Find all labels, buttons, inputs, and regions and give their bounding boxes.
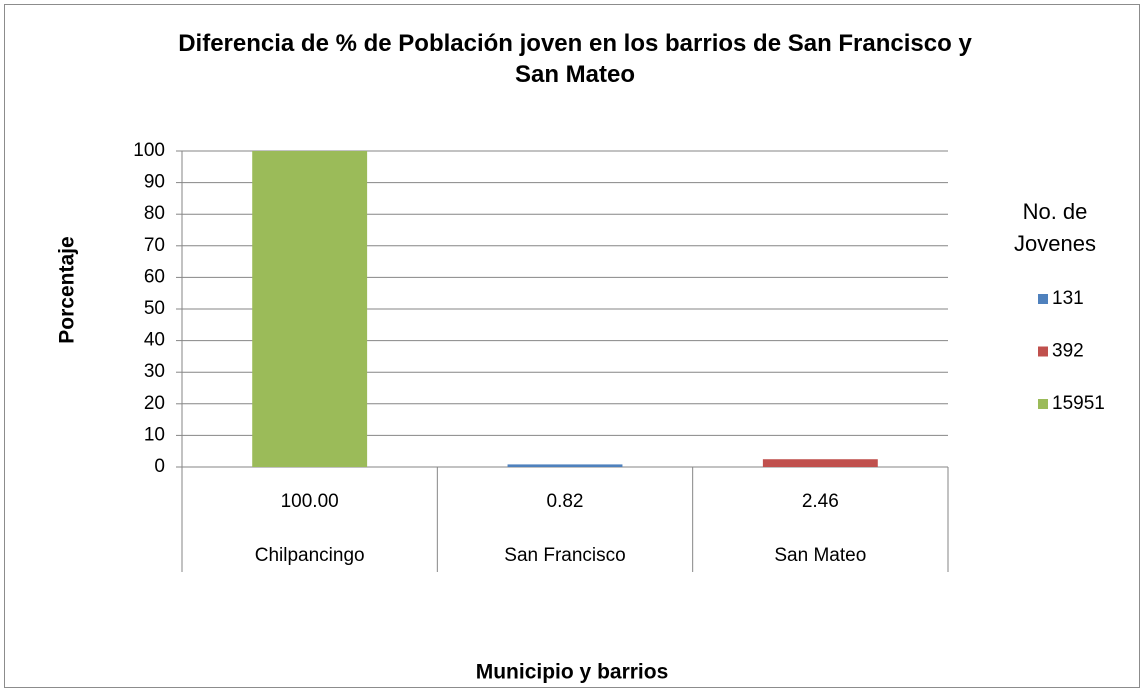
y-tick-label: 100	[133, 140, 165, 161]
bar	[507, 464, 623, 467]
legend-label: 392	[1052, 341, 1084, 362]
y-tick-label: 0	[154, 456, 165, 477]
y-tick-label: 20	[144, 393, 165, 414]
y-tick-label: 90	[144, 172, 165, 193]
y-axis-title: Porcentaje	[56, 236, 79, 343]
y-tick-label: 70	[144, 235, 165, 256]
data-table-value: 2.46	[802, 491, 839, 512]
bar	[762, 459, 878, 467]
data-table-value: 100.00	[281, 491, 339, 512]
chart-title: Diferencia de % de Población joven en lo…	[178, 30, 972, 88]
legend-label: 131	[1052, 288, 1084, 309]
y-tick-label: 40	[144, 330, 165, 351]
y-tick-label: 80	[144, 203, 165, 224]
legend-title: Jovenes	[1014, 231, 1096, 256]
legend-title: No. de	[1023, 199, 1088, 224]
y-tick-label: 50	[144, 298, 165, 319]
legend-swatch	[1038, 346, 1048, 357]
x-tick-label: Chilpancingo	[255, 545, 365, 566]
legend-swatch	[1038, 294, 1048, 304]
x-tick-label: San Francisco	[504, 545, 625, 566]
y-tick-label: 60	[144, 266, 165, 287]
x-axis-title: Municipio y barrios	[476, 661, 669, 684]
y-tick-label: 30	[144, 361, 165, 382]
data-table-value: 0.82	[547, 491, 584, 512]
y-tick-label: 10	[144, 424, 165, 445]
bar	[252, 151, 368, 467]
legend-label: 15951	[1052, 393, 1105, 414]
x-tick-label: San Mateo	[774, 545, 866, 566]
chart-frame	[4, 4, 1140, 688]
legend-swatch	[1038, 399, 1048, 409]
